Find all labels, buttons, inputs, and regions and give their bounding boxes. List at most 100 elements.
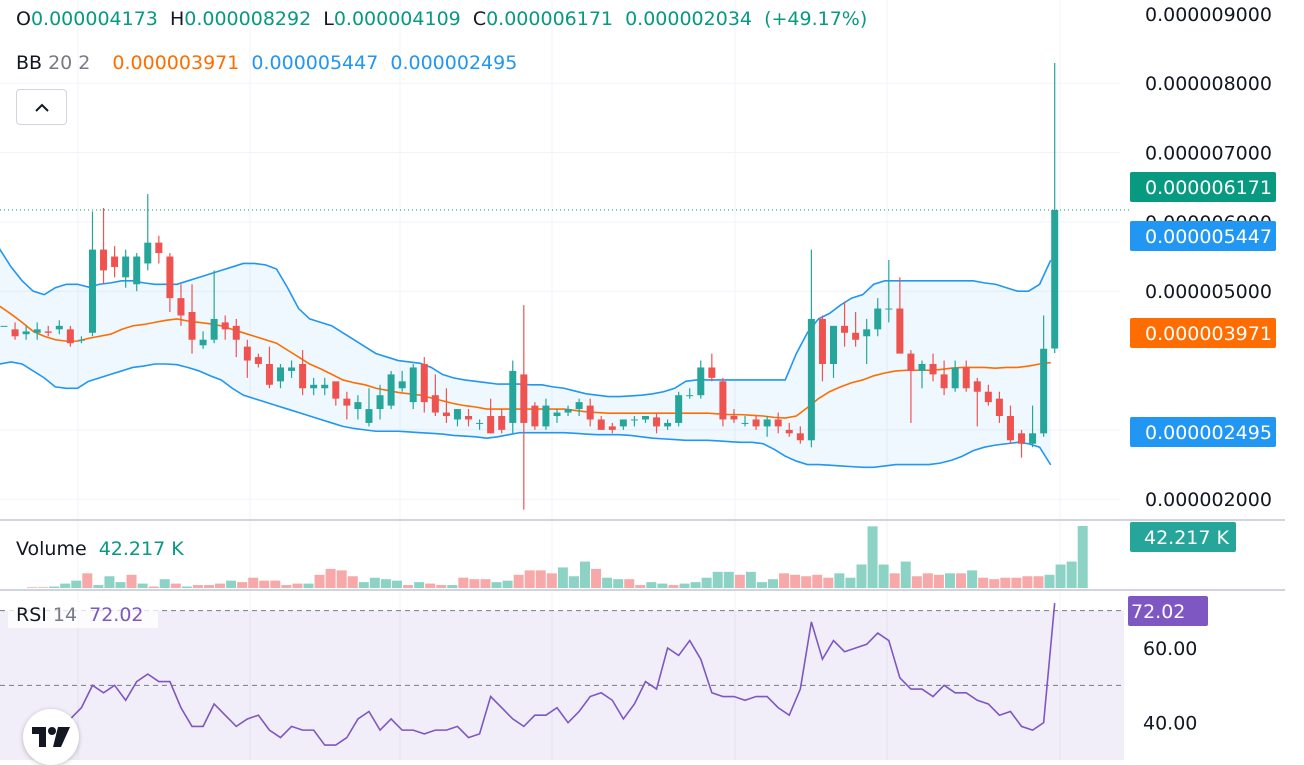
candle	[863, 318, 871, 364]
volume-bar	[856, 564, 867, 588]
volume-bar	[989, 579, 1000, 588]
volume-bar	[967, 570, 978, 588]
candle	[243, 339, 251, 378]
ohlc-legend: O0.000004173 H0.000008292 L0.000004109 C…	[16, 8, 873, 30]
svg-text:0.000005447: 0.000005447	[1145, 226, 1272, 248]
volume-bar	[745, 571, 756, 588]
candle	[608, 422, 616, 434]
volume-bar	[159, 579, 170, 588]
tradingview-logo[interactable]	[23, 709, 79, 765]
rsi-line	[25, 603, 1056, 746]
volume-bar	[790, 574, 801, 588]
candle	[841, 301, 849, 347]
volume-bar	[27, 587, 37, 588]
volume-bar	[148, 586, 159, 588]
candle	[763, 416, 771, 437]
collapse-legend-button[interactable]	[16, 89, 67, 125]
volume-bar	[557, 567, 568, 588]
volume-bar	[226, 580, 237, 588]
candle	[730, 409, 738, 423]
candle	[77, 336, 85, 344]
candle	[442, 388, 450, 423]
candle	[431, 374, 439, 416]
bb-legend[interactable]: BB 20 2 0.000003971 0.000005447 0.00000249…	[16, 52, 523, 74]
candle	[818, 315, 826, 382]
volume-bar	[358, 582, 369, 588]
candle	[1040, 315, 1048, 437]
volume-bar	[889, 573, 900, 588]
volume-bar	[292, 583, 303, 588]
candle	[752, 416, 760, 430]
volume-bar	[591, 568, 602, 588]
volume-bar	[878, 564, 889, 588]
candle	[885, 260, 893, 323]
rsi-legend[interactable]: RSI 14 72.02	[8, 602, 158, 628]
volume-bar	[834, 573, 845, 588]
price-badges: 0.000006171 0.000005447 0.000003971 0.00…	[1128, 172, 1276, 626]
volume-bar	[192, 585, 203, 588]
close-label: C	[472, 8, 487, 30]
candle	[66, 325, 74, 347]
bb-length: 20	[48, 52, 73, 74]
chevron-up-icon	[34, 103, 49, 112]
volume-bar	[137, 583, 148, 588]
volume-bar	[690, 582, 701, 588]
candle	[188, 284, 196, 354]
volume-bar	[602, 577, 613, 588]
price-tick-label: 0.000008000	[1145, 73, 1272, 95]
volume-bar	[104, 576, 115, 588]
volume-bar	[447, 585, 458, 588]
candle	[564, 405, 572, 416]
candle	[774, 412, 782, 434]
bb-basis-value: 0.000003971	[112, 52, 240, 74]
open-value: 0.000004173	[30, 8, 158, 30]
volume-bar	[259, 580, 270, 588]
candle	[852, 312, 860, 347]
change-percent: (+49.17%)	[764, 8, 868, 30]
candle	[420, 357, 428, 413]
candle	[144, 194, 152, 271]
volume-bar	[956, 573, 967, 588]
tradingview-logo-icon	[32, 727, 70, 747]
volume-bar	[170, 583, 181, 588]
candle	[531, 402, 539, 430]
volume-bar	[336, 570, 347, 588]
volume-bar	[425, 583, 436, 588]
candle	[509, 360, 517, 434]
candle	[332, 381, 340, 406]
candle	[653, 412, 661, 434]
volume-bar	[933, 574, 944, 588]
volume-bar	[756, 582, 767, 588]
volume-bar	[867, 526, 878, 588]
volume-bar	[403, 585, 414, 588]
candle	[708, 353, 716, 382]
volume-bar	[779, 573, 790, 588]
candle	[221, 315, 229, 340]
volume-bar	[546, 573, 557, 588]
candle	[133, 253, 141, 292]
candle	[321, 377, 329, 396]
volume-bar	[491, 582, 502, 588]
volume-bar	[635, 585, 646, 588]
high-label: H	[169, 8, 185, 30]
candle	[664, 419, 672, 430]
bb-lower-line	[0, 361, 1052, 469]
volume-bar	[580, 561, 590, 588]
candle	[896, 277, 904, 354]
volume-bar	[215, 583, 226, 588]
volume-legend[interactable]: Volume 42.217 K	[16, 538, 190, 560]
volume-bar	[712, 571, 723, 588]
volume-bar	[1033, 576, 1044, 588]
candle	[907, 350, 915, 423]
volume-bar	[115, 582, 126, 588]
candle	[111, 246, 119, 278]
volume-bar	[1066, 561, 1077, 588]
volume-bar	[303, 583, 314, 588]
volume-bar	[624, 579, 635, 588]
price-tick-label: 0.000005000	[1145, 281, 1272, 303]
svg-text:0.000002495: 0.000002495	[1145, 422, 1272, 444]
bollinger-bands	[0, 247, 1052, 469]
volume-bar	[458, 577, 469, 588]
candle	[11, 322, 19, 340]
